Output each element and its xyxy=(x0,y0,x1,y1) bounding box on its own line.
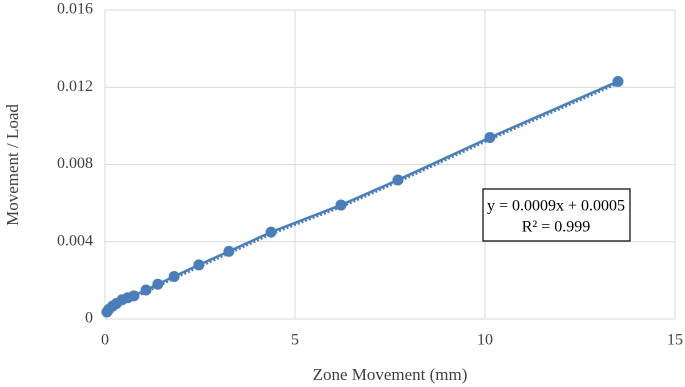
y-tick-label: 0 xyxy=(85,310,93,327)
x-axis-title: Zone Movement (mm) xyxy=(313,365,468,384)
trendline-equation: y = 0.0009x + 0.0005 xyxy=(487,198,625,215)
y-tick-label: 0.004 xyxy=(57,232,93,249)
data-point xyxy=(140,284,152,296)
data-point xyxy=(152,278,164,290)
data-point xyxy=(265,226,277,238)
r-squared: R² = 0.999 xyxy=(522,219,591,236)
data-point xyxy=(168,271,180,283)
y-axis-title: Movement / Load xyxy=(3,104,22,226)
data-point xyxy=(392,174,404,186)
data-point xyxy=(223,245,235,257)
plot-area: 0 0.004 0.008 0.012 0.016 0 5 10 15 xyxy=(57,1,683,349)
data-point xyxy=(484,131,496,143)
x-tick-label: 5 xyxy=(291,332,299,349)
x-tick-label: 10 xyxy=(477,332,493,349)
y-tick-label: 0.008 xyxy=(57,155,93,172)
y-tick-label: 0.016 xyxy=(57,1,93,18)
data-point xyxy=(128,290,140,302)
x-tick-label: 15 xyxy=(667,332,683,349)
data-point xyxy=(335,199,347,211)
x-tick-label: 0 xyxy=(101,332,109,349)
equation-box xyxy=(482,188,631,242)
data-point xyxy=(612,75,624,87)
data-point xyxy=(193,259,205,271)
y-tick-label: 0.012 xyxy=(57,78,93,95)
